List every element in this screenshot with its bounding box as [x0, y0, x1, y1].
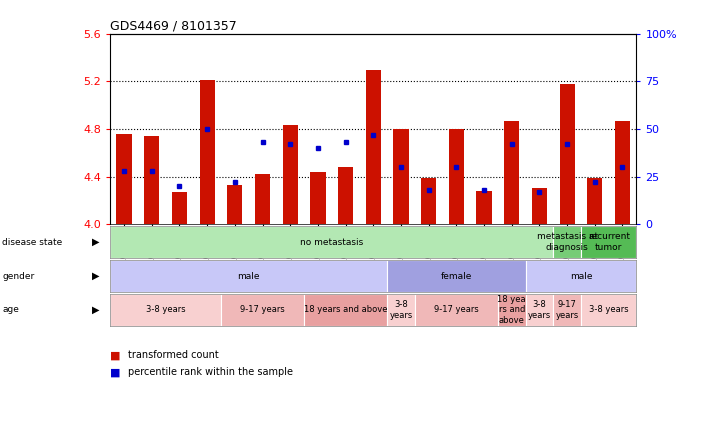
Bar — [172, 192, 187, 224]
Bar — [144, 136, 159, 224]
Bar — [553, 226, 581, 258]
Bar — [476, 191, 492, 224]
Bar — [553, 294, 581, 326]
Text: 18 yea
rs and
above: 18 yea rs and above — [498, 295, 526, 325]
Bar — [581, 226, 636, 258]
Text: 3-8 years: 3-8 years — [589, 305, 629, 314]
Text: 3-8
years: 3-8 years — [528, 300, 551, 319]
Bar — [560, 84, 574, 224]
Bar — [581, 294, 636, 326]
Text: no metastasis: no metastasis — [300, 238, 363, 247]
Bar — [221, 294, 304, 326]
Text: 3-8
years: 3-8 years — [390, 300, 412, 319]
Text: disease state: disease state — [2, 238, 63, 247]
Text: GDS4469 / 8101357: GDS4469 / 8101357 — [110, 20, 237, 33]
Text: ■: ■ — [110, 367, 121, 377]
Text: metastasis at
diagnosis: metastasis at diagnosis — [537, 233, 598, 252]
Bar — [110, 294, 221, 326]
Bar — [338, 167, 353, 224]
Bar — [393, 129, 409, 224]
Bar — [304, 294, 387, 326]
Bar — [228, 185, 242, 224]
Text: 3-8 years: 3-8 years — [146, 305, 186, 314]
Bar — [421, 178, 437, 224]
Text: transformed count: transformed count — [128, 350, 219, 360]
Bar — [498, 294, 525, 326]
Text: age: age — [2, 305, 19, 314]
Bar — [449, 129, 464, 224]
Text: 9-17
years: 9-17 years — [555, 300, 579, 319]
Text: 9-17 years: 9-17 years — [434, 305, 479, 314]
Text: 18 years and above: 18 years and above — [304, 305, 387, 314]
Text: recurrent
tumor: recurrent tumor — [588, 233, 630, 252]
Bar — [525, 260, 636, 292]
Text: 9-17 years: 9-17 years — [240, 305, 285, 314]
Text: ▶: ▶ — [92, 271, 100, 281]
Text: percentile rank within the sample: percentile rank within the sample — [128, 367, 293, 377]
Bar — [110, 226, 553, 258]
Bar — [282, 126, 298, 224]
Bar — [587, 178, 602, 224]
Bar — [615, 121, 630, 224]
Bar — [117, 134, 132, 224]
Text: ■: ■ — [110, 350, 121, 360]
Bar — [200, 80, 215, 224]
Text: ▶: ▶ — [92, 305, 100, 315]
Text: male: male — [570, 272, 592, 280]
Bar — [310, 172, 326, 224]
Bar — [110, 260, 387, 292]
Bar — [415, 294, 498, 326]
Bar — [387, 294, 415, 326]
Bar — [504, 121, 519, 224]
Bar — [532, 189, 547, 224]
Text: male: male — [237, 272, 260, 280]
Bar — [365, 69, 381, 224]
Text: female: female — [441, 272, 472, 280]
Bar — [525, 294, 553, 326]
Bar — [387, 260, 525, 292]
Text: gender: gender — [2, 272, 34, 280]
Text: ▶: ▶ — [92, 237, 100, 247]
Bar — [255, 174, 270, 224]
